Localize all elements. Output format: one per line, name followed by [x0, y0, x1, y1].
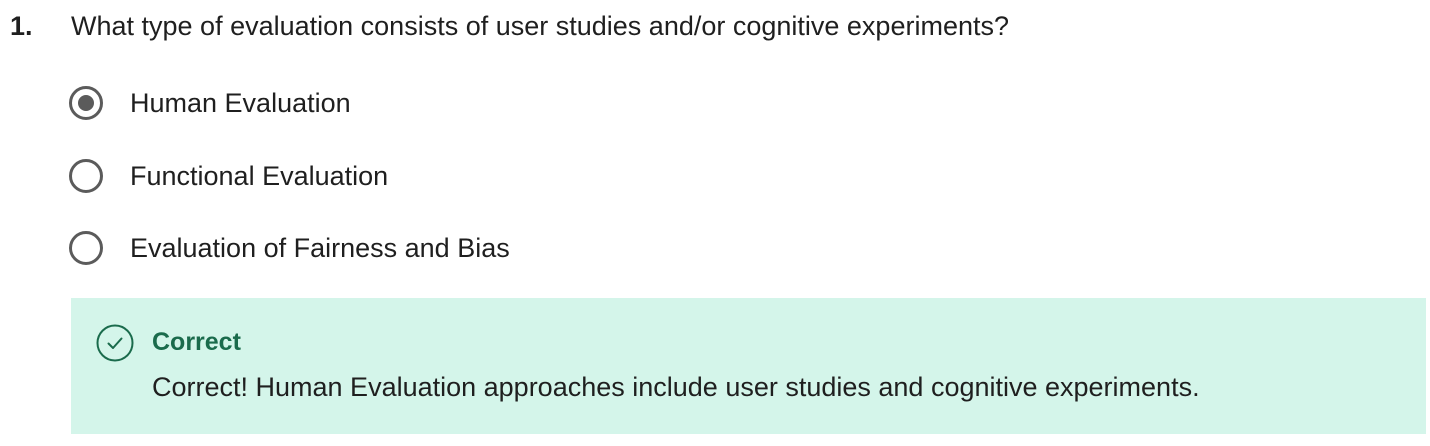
- option-fairness-and-bias[interactable]: Evaluation of Fairness and Bias: [68, 225, 968, 275]
- question-text: What type of evaluation consists of user…: [71, 11, 1009, 41]
- radio-dot: [78, 95, 94, 111]
- check-circle-icon: [96, 324, 134, 362]
- option-human-evaluation[interactable]: Human Evaluation: [68, 80, 968, 130]
- answer-options: Human Evaluation Functional Evaluation E…: [68, 80, 968, 298]
- radio-button-selected[interactable]: [69, 86, 103, 120]
- option-functional-evaluation[interactable]: Functional Evaluation: [68, 153, 968, 203]
- radio-button[interactable]: [69, 158, 103, 193]
- option-label: Human Evaluation: [130, 88, 351, 118]
- option-label: Functional Evaluation: [130, 160, 389, 191]
- option-label: Evaluation of Fairness and Bias: [130, 233, 510, 263]
- feedback-text: Correct! Human Evaluation approaches inc…: [152, 372, 1200, 402]
- question-number: 1.: [10, 11, 33, 41]
- radio-button[interactable]: [69, 231, 103, 265]
- question-header: 1. What type of evaluation consists of u…: [0, 0, 1430, 52]
- feedback-panel: Correct Correct! Human Evaluation approa…: [71, 298, 1426, 434]
- feedback-title: Correct: [152, 328, 241, 356]
